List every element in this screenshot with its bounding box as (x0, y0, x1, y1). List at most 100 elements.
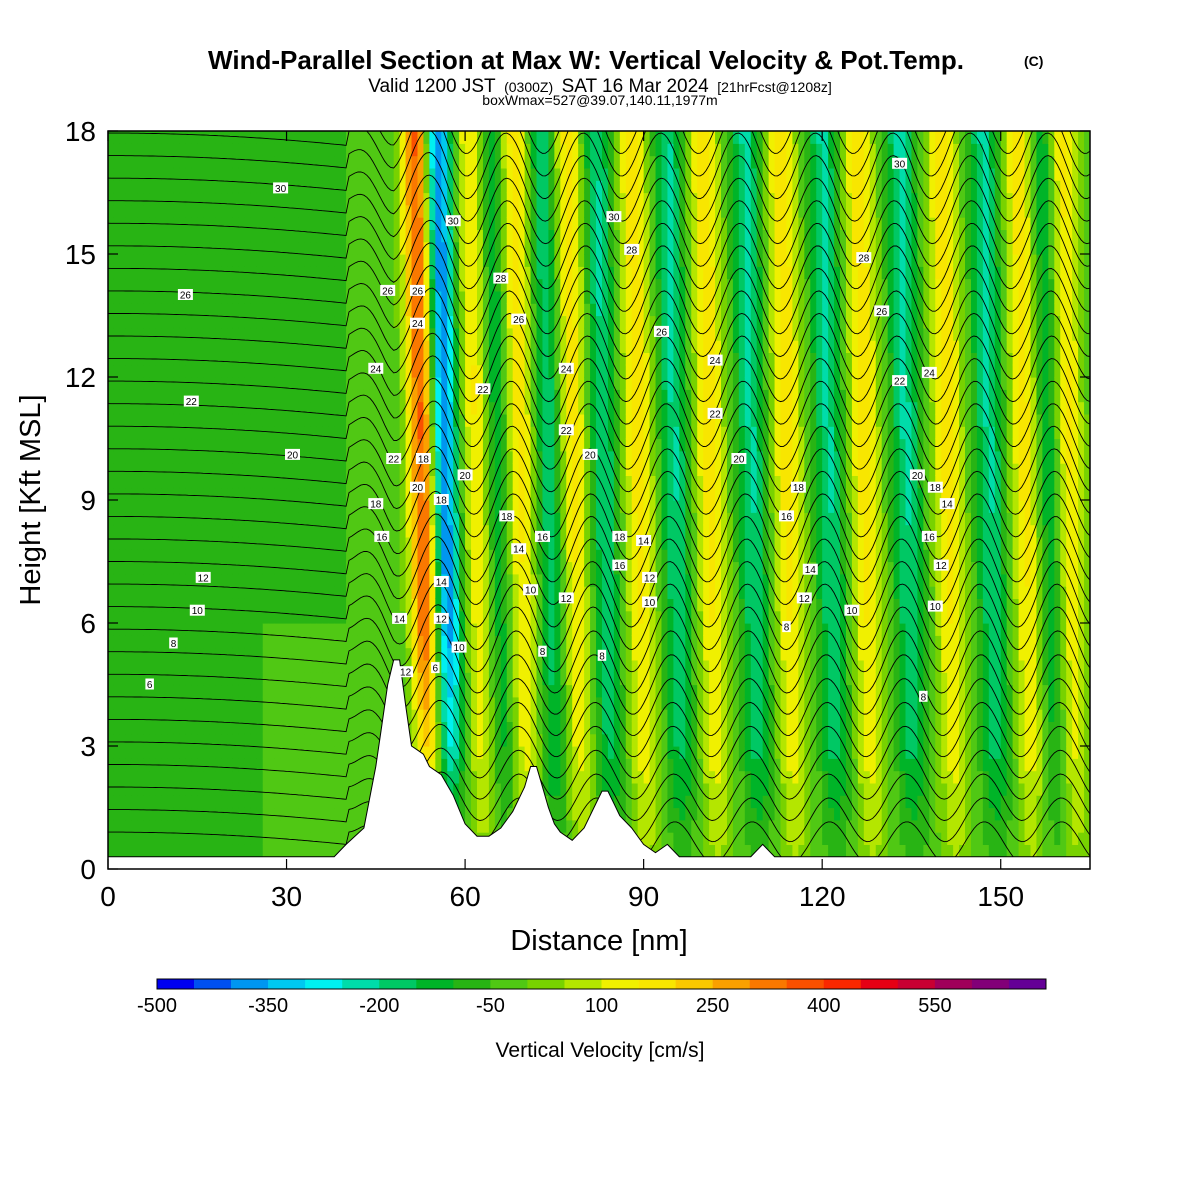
velocity-cell (227, 647, 234, 661)
velocity-cell (238, 389, 246, 403)
velocity-cell (125, 721, 133, 735)
velocity-cell (560, 659, 567, 673)
velocity-cell (352, 684, 359, 698)
velocity-cell (203, 659, 210, 673)
velocity-cell (322, 229, 329, 243)
velocity-cell (548, 561, 555, 575)
velocity-cell (250, 315, 258, 329)
velocity-cell (161, 254, 169, 267)
velocity-cell (411, 696, 419, 710)
velocity-cell (310, 709, 317, 722)
velocity-cell (411, 659, 419, 673)
velocity-cell (536, 266, 544, 280)
velocity-cell (352, 217, 359, 230)
velocity-cell (524, 327, 532, 341)
velocity-cell (244, 819, 252, 833)
velocity-cell (215, 807, 222, 821)
velocity-cell (197, 512, 204, 526)
velocity-cell (155, 832, 163, 845)
velocity-cell (197, 561, 204, 575)
velocity-cell (173, 389, 181, 403)
velocity-cell (566, 266, 573, 280)
velocity-cell (476, 598, 484, 612)
velocity-cell (596, 573, 603, 587)
velocity-cell (256, 463, 264, 476)
velocity-cell (137, 426, 145, 440)
velocity-cell (548, 204, 555, 218)
velocity-cell (292, 819, 300, 833)
velocity-cell (215, 659, 222, 673)
velocity-cell (143, 807, 151, 821)
velocity-cell (191, 795, 198, 809)
velocity-cell (232, 155, 240, 169)
velocity-cell (524, 204, 532, 218)
velocity-cell (471, 254, 478, 267)
velocity-cell (280, 647, 288, 661)
velocity-cell (560, 795, 567, 809)
velocity-cell (137, 377, 145, 390)
velocity-cell (268, 303, 276, 317)
velocity-cell (346, 746, 353, 759)
velocity-cell (352, 241, 359, 255)
velocity-cell (215, 155, 222, 169)
velocity-cell (209, 561, 216, 575)
velocity-cell (316, 352, 323, 366)
velocity-cell (209, 413, 216, 427)
velocity-cell (328, 684, 335, 698)
velocity-cell (256, 217, 264, 230)
velocity-cell (108, 340, 115, 353)
velocity-cell (453, 438, 460, 452)
velocity-cell (125, 844, 133, 858)
velocity-cell (185, 217, 192, 230)
velocity-cell (482, 721, 490, 735)
velocity-cell (423, 746, 430, 759)
velocity-cell (536, 758, 544, 772)
velocity-cell (256, 561, 264, 575)
velocity-cell (459, 672, 466, 686)
velocity-cell (173, 303, 181, 317)
velocity-cell (161, 684, 169, 698)
velocity-cell (596, 684, 603, 698)
velocity-cell (191, 549, 198, 563)
velocity-cell (280, 167, 288, 181)
velocity-cell (393, 167, 401, 181)
velocity-cell (227, 733, 234, 747)
velocity-cell (363, 512, 371, 526)
velocity-cell (244, 327, 252, 341)
velocity-cell (560, 672, 567, 686)
velocity-cell (191, 450, 198, 464)
velocity-cell (108, 696, 115, 710)
velocity-cell (578, 746, 585, 759)
velocity-cell (530, 377, 538, 390)
velocity-cell (488, 327, 496, 341)
velocity-cell (476, 143, 484, 157)
velocity-cell (465, 487, 472, 501)
velocity-cell (274, 684, 282, 698)
velocity-cell (161, 524, 169, 538)
velocity-cell (494, 586, 502, 599)
velocity-cell (476, 746, 484, 759)
velocity-cell (459, 610, 466, 624)
velocity-cell (363, 377, 371, 390)
velocity-cell (262, 536, 270, 550)
velocity-cell (488, 266, 496, 280)
velocity-cell (179, 500, 186, 513)
velocity-cell (340, 155, 347, 169)
velocity-cell (292, 143, 300, 157)
velocity-cell (167, 549, 175, 563)
velocity-cell (113, 819, 121, 833)
velocity-cell (411, 413, 419, 427)
velocity-cell (227, 364, 234, 378)
velocity-cell (399, 586, 407, 599)
velocity-cell (286, 475, 294, 489)
velocity-cell (536, 438, 544, 452)
velocity-cell (161, 672, 169, 686)
velocity-cell (131, 266, 139, 280)
velocity-cell (203, 450, 210, 464)
velocity-cell (286, 377, 294, 390)
velocity-cell (453, 770, 460, 784)
velocity-cell (149, 549, 157, 563)
velocity-cell (363, 131, 371, 144)
velocity-cell (328, 487, 335, 501)
velocity-cell (471, 659, 478, 673)
